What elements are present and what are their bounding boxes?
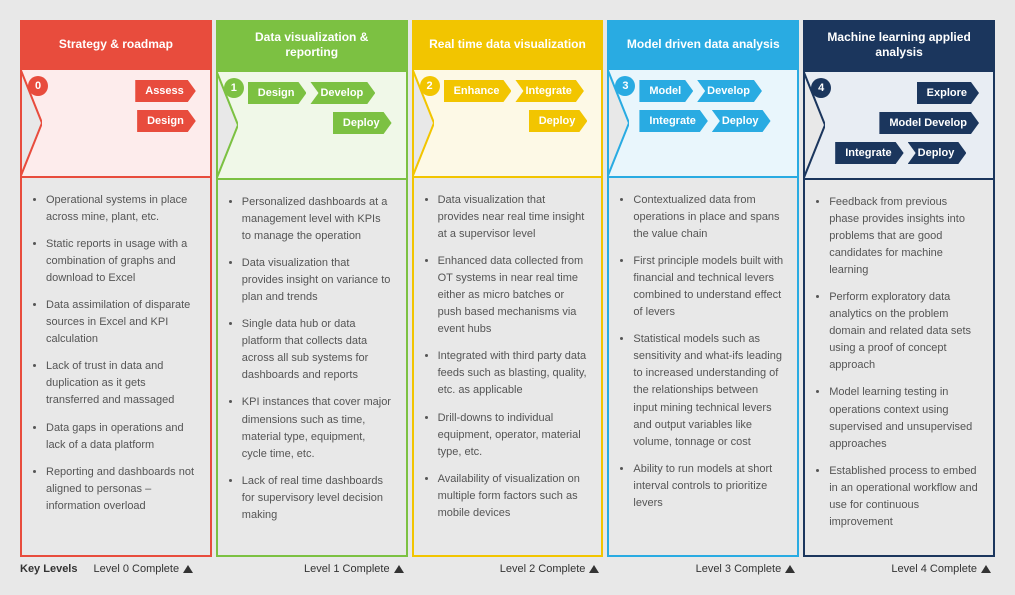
stage-number-badge: 2 xyxy=(420,76,440,96)
footer-cell: Level 2 Complete xyxy=(412,563,604,575)
triangle-up-icon xyxy=(183,565,193,573)
activity-pill: Model xyxy=(639,80,693,102)
bullet-item: Model learning testing in operations con… xyxy=(829,384,979,452)
footer-row: Key Levels Level 0 Complete Level 1 Comple… xyxy=(20,563,995,575)
bullet-panel: Contextualized data from operations in p… xyxy=(607,178,799,557)
activity-pill: Model Develop xyxy=(879,112,979,134)
level-complete-label: Level 3 Complete xyxy=(696,563,782,575)
bullet-item: Reporting and dashboards not aligned to … xyxy=(46,464,196,515)
bullet-panel: Data visualization that provides near re… xyxy=(412,178,604,557)
stage-number-badge: 0 xyxy=(28,76,48,96)
footer-cell: Key Levels Level 0 Complete xyxy=(20,563,212,575)
chevron-box: 0 Assess Design xyxy=(20,68,212,178)
stage-number-badge: 1 xyxy=(224,78,244,98)
bullet-item: Established process to embed in an opera… xyxy=(829,463,979,531)
stage-number-badge: 3 xyxy=(615,76,635,96)
bullet-item: Data visualization that provides near re… xyxy=(438,192,588,243)
level-complete-label: Level 4 Complete xyxy=(891,563,977,575)
pill-group: Explore Model Develop IntegrateDeploy xyxy=(835,80,979,164)
column-header: Real time data visualization xyxy=(412,20,604,68)
bullet-item: Ability to run models at short interval … xyxy=(633,461,783,512)
bullet-item: Operational systems in place across mine… xyxy=(46,192,196,226)
column-1: Data visualization & reporting1DesignDev… xyxy=(216,20,408,557)
column-header: Data visualization & reporting xyxy=(216,20,408,70)
bullet-item: First principle models built with financ… xyxy=(633,253,783,321)
activity-pill: Integrate xyxy=(835,142,903,164)
pill-group: Assess Design xyxy=(52,78,196,132)
footer-cell: Level 1 Complete xyxy=(216,563,408,575)
triangle-up-icon xyxy=(785,565,795,573)
bullet-item: Feedback from previous phase provides in… xyxy=(829,194,979,279)
bullet-item: Lack of trust in data and duplication as… xyxy=(46,358,196,409)
chevron-box: 1DesignDevelop Deploy xyxy=(216,70,408,180)
bullet-item: KPI instances that cover major dimension… xyxy=(242,394,392,462)
column-3: Model driven data analysis 3ModelDevelop I… xyxy=(607,20,799,557)
stage-number-badge: 4 xyxy=(811,78,831,98)
triangle-up-icon xyxy=(589,565,599,573)
bullet-item: Statistical models such as sensitivity a… xyxy=(633,331,783,450)
activity-pill: Explore xyxy=(917,82,979,104)
activity-pill: Design xyxy=(248,82,307,104)
activity-pill: Deploy xyxy=(333,112,392,134)
chevron-box: 3ModelDevelop IntegrateDeploy xyxy=(607,68,799,178)
column-header: Model driven data analysis xyxy=(607,20,799,68)
bullet-item: Availability of visualization on multipl… xyxy=(438,471,588,522)
bullet-item: Personalized dashboards at a management … xyxy=(242,194,392,245)
bullet-item: Drill-downs to individual equipment, ope… xyxy=(438,410,588,461)
level-complete-label: Level 2 Complete xyxy=(500,563,586,575)
activity-pill: Enhance xyxy=(444,80,512,102)
bullet-item: Data visualization that provides insight… xyxy=(242,255,392,306)
bullet-panel: Personalized dashboards at a management … xyxy=(216,180,408,557)
pill-group: ModelDevelop IntegrateDeploy xyxy=(639,78,783,132)
key-levels-label: Key Levels xyxy=(20,563,77,575)
activity-pill: Deploy xyxy=(712,110,771,132)
level-complete-label: Level 0 Complete xyxy=(93,563,179,575)
pill-group: DesignDevelop Deploy xyxy=(248,80,392,134)
bullet-item: Data gaps in operations and lack of a da… xyxy=(46,420,196,454)
bullet-item: Lack of real time dashboards for supervi… xyxy=(242,473,392,524)
bullet-item: Integrated with third party data feeds s… xyxy=(438,348,588,399)
footer-cell: Level 4 Complete xyxy=(803,563,995,575)
triangle-up-icon xyxy=(981,565,991,573)
activity-pill: Integrate xyxy=(515,80,583,102)
activity-pill: Develop xyxy=(697,80,762,102)
activity-pill: Integrate xyxy=(639,110,707,132)
footer-cell: Level 3 Complete xyxy=(607,563,799,575)
activity-pill: Develop xyxy=(310,82,375,104)
chevron-box: 4 Explore Model Develop IntegrateDeploy xyxy=(803,70,995,180)
bullet-panel: Feedback from previous phase provides in… xyxy=(803,180,995,557)
level-complete-label: Level 1 Complete xyxy=(304,563,390,575)
column-header: Strategy & roadmap xyxy=(20,20,212,68)
bullet-item: Contextualized data from operations in p… xyxy=(633,192,783,243)
chevron-box: 2EnhanceIntegrate Deploy xyxy=(412,68,604,178)
bullet-item: Perform exploratory data analytics on th… xyxy=(829,289,979,374)
bullet-item: Static reports in usage with a combinati… xyxy=(46,236,196,287)
activity-pill: Deploy xyxy=(908,142,967,164)
maturity-grid: Strategy & roadmap 0 Assess Design Operation… xyxy=(20,20,995,557)
column-header: Machine learning applied analysis xyxy=(803,20,995,70)
column-4: Machine learning applied analysis4Explor… xyxy=(803,20,995,557)
pill-group: EnhanceIntegrate Deploy xyxy=(444,78,588,132)
bullet-panel: Operational systems in place across mine… xyxy=(20,178,212,557)
bullet-item: Enhanced data collected from OT systems … xyxy=(438,253,588,338)
activity-pill: Design xyxy=(137,110,196,132)
activity-pill: Deploy xyxy=(529,110,588,132)
bullet-item: Data assimilation of disparate sources i… xyxy=(46,297,196,348)
column-2: Real time data visualization2EnhanceInte… xyxy=(412,20,604,557)
column-0: Strategy & roadmap 0 Assess Design Operation… xyxy=(20,20,212,557)
triangle-up-icon xyxy=(394,565,404,573)
activity-pill: Assess xyxy=(135,80,196,102)
bullet-item: Single data hub or data platform that co… xyxy=(242,316,392,384)
